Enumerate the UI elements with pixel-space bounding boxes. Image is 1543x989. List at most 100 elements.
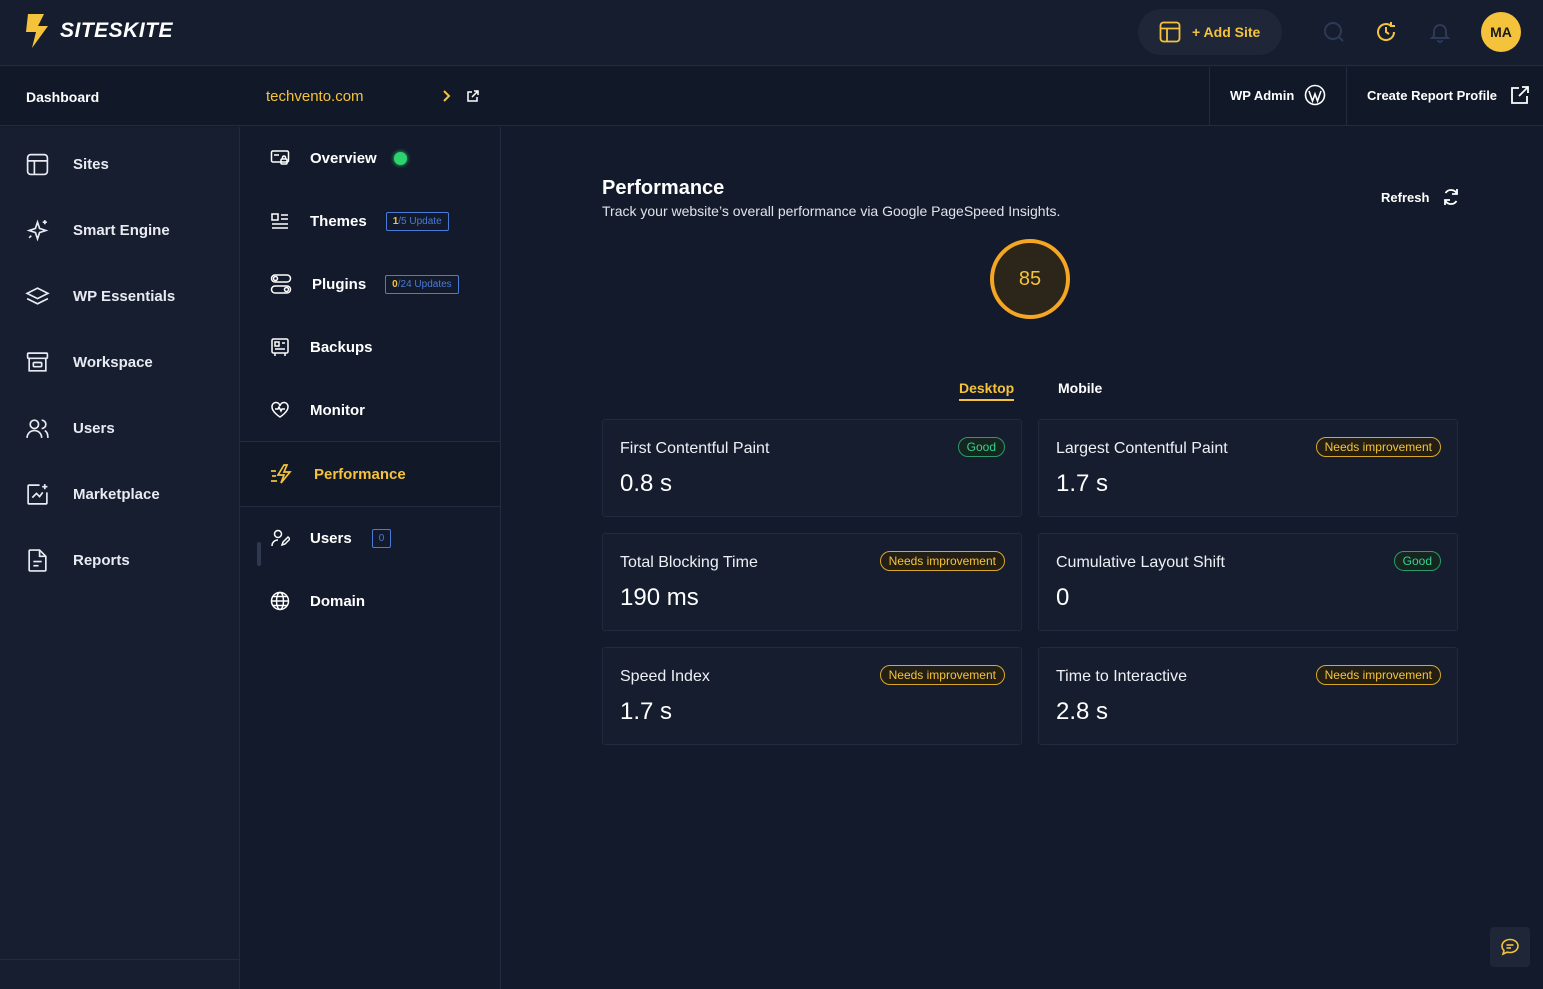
sidebar-item-label: Marketplace	[73, 485, 160, 503]
metric-value: 190 ms	[620, 584, 699, 611]
subnav-item-performance[interactable]: Performance	[240, 441, 500, 507]
count-badge: 0	[371, 528, 392, 548]
performance-panel: Performance Track your website’s overall…	[501, 127, 1543, 989]
sidebar-item-sites[interactable]: Sites	[0, 139, 239, 189]
refresh-label: Refresh	[1381, 189, 1430, 205]
metric-name: Cumulative Layout Shift	[1056, 554, 1225, 571]
sidebar-item-users[interactable]: Users	[0, 403, 239, 453]
subnav-label: Domain	[310, 592, 366, 610]
add-site-label: + Add Site	[1192, 24, 1261, 40]
refresh-button[interactable]: Refresh	[1381, 187, 1461, 207]
metric-value: 1.7 s	[620, 698, 673, 725]
toggle-icon	[270, 274, 292, 294]
main-sidebar: Sites Smart Engine WP Essentials Workspa…	[0, 127, 240, 989]
metric-name: Time to Interactive	[1056, 668, 1188, 685]
add-site-button[interactable]: + Add Site	[1138, 9, 1282, 55]
sidebar-item-smart-engine[interactable]: Smart Engine	[0, 205, 239, 255]
status-badge: Needs improvement	[879, 665, 1005, 685]
divider	[1346, 67, 1347, 126]
bell-icon[interactable]	[1428, 20, 1452, 44]
marketplace-icon	[27, 483, 48, 505]
top-bar: SITESKITE + Add Site MA	[0, 0, 1543, 66]
subnav-label: Plugins	[312, 275, 367, 293]
users-icon	[26, 418, 49, 438]
sidebar-item-label: Sites	[73, 155, 109, 173]
globe-icon	[270, 591, 290, 611]
report-icon	[28, 548, 47, 572]
metric-name: Total Blocking Time	[620, 554, 758, 571]
sidebar-item-label: Users	[73, 419, 115, 437]
dashboard-lock-icon	[270, 150, 290, 165]
layers-icon	[25, 286, 50, 305]
layout-icon	[26, 153, 49, 175]
layout-icon	[1159, 21, 1181, 43]
sparkle-icon	[26, 219, 49, 241]
metric-name: Speed Index	[620, 668, 710, 685]
divider	[0, 959, 239, 960]
chat-icon	[1501, 938, 1519, 956]
tab-desktop[interactable]: Desktop	[959, 380, 1015, 401]
metric-value: 0	[1056, 584, 1070, 611]
site-name[interactable]: techvento.com	[266, 88, 364, 105]
metric-card: Time to Interactive 2.8 s Needs improvem…	[1038, 647, 1458, 745]
sidebar-item-label: Smart Engine	[73, 221, 170, 239]
brand-name: SITESKITE	[60, 19, 174, 42]
status-badge: Needs improvement	[1315, 437, 1441, 457]
subnav-item-domain[interactable]: Domain	[240, 576, 500, 626]
subnav-item-users[interactable]: Users 0	[240, 513, 500, 563]
site-subnav: Overview Themes 1/5 Update Plugins 0/24 …	[240, 127, 501, 989]
search-icon[interactable]	[1322, 20, 1346, 44]
update-badge: 1/5 Update	[385, 211, 449, 231]
lightning-speed-icon	[271, 464, 292, 484]
dashboard-link[interactable]: Dashboard	[26, 89, 100, 105]
update-badge: 0/24 Updates	[385, 274, 459, 294]
scrollbar-handle[interactable]	[257, 542, 261, 566]
page-subtitle: Track your website’s overall performance…	[602, 203, 1061, 219]
subnav-item-plugins[interactable]: Plugins 0/24 Updates	[240, 259, 500, 309]
status-badge: Needs improvement	[879, 551, 1005, 571]
status-dot	[393, 151, 407, 165]
history-icon[interactable]	[1374, 20, 1398, 44]
subnav-label: Monitor	[310, 401, 365, 419]
subnav-item-overview[interactable]: Overview	[240, 133, 500, 183]
backup-icon	[271, 338, 289, 356]
sidebar-item-reports[interactable]: Reports	[0, 535, 239, 585]
subnav-label: Themes	[310, 212, 367, 230]
sidebar-item-label: WP Essentials	[73, 287, 176, 305]
subnav-label: Performance	[314, 465, 406, 483]
metric-value: 2.8 s	[1056, 698, 1109, 725]
subnav-label: Overview	[310, 149, 377, 167]
page-title: Performance	[602, 177, 725, 199]
heart-pulse-icon	[271, 401, 289, 418]
metric-card: First Contentful Paint 0.8 s Good	[602, 419, 1022, 517]
sidebar-item-label: Workspace	[73, 353, 153, 371]
wordpress-icon	[1304, 84, 1326, 106]
sidebar-item-marketplace[interactable]: Marketplace	[0, 469, 239, 519]
lightning-logo-icon	[26, 14, 48, 48]
sidebar-item-workspace[interactable]: Workspace	[0, 337, 239, 387]
user-avatar[interactable]: MA	[1481, 12, 1521, 52]
wp-admin-label: WP Admin	[1230, 87, 1295, 103]
metric-card: Speed Index 1.7 s Needs improvement	[602, 647, 1022, 745]
tab-mobile[interactable]: Mobile	[1058, 380, 1103, 396]
wp-admin-button[interactable]: WP Admin	[1230, 84, 1326, 106]
chat-button[interactable]	[1490, 927, 1530, 967]
subnav-item-themes[interactable]: Themes 1/5 Update	[240, 196, 500, 246]
chevron-right-icon[interactable]	[439, 89, 453, 103]
subnav-item-monitor[interactable]: Monitor	[240, 385, 500, 435]
metric-card: Largest Contentful Paint 1.7 s Needs imp…	[1038, 419, 1458, 517]
status-badge: Needs improvement	[1315, 665, 1441, 685]
refresh-icon	[1444, 189, 1459, 205]
user-edit-icon	[271, 529, 290, 547]
external-link-icon	[1511, 86, 1529, 104]
create-report-profile-button[interactable]: Create Report Profile	[1367, 84, 1531, 106]
sidebar-item-wp-essentials[interactable]: WP Essentials	[0, 271, 239, 321]
brand-logo[interactable]: SITESKITE	[22, 12, 173, 50]
subnav-label: Users	[310, 529, 352, 547]
status-badge: Good	[1393, 551, 1441, 571]
metric-name: Largest Contentful Paint	[1056, 440, 1228, 457]
status-badge: Good	[957, 437, 1005, 457]
subnav-item-backups[interactable]: Backups	[240, 322, 500, 372]
performance-score: 85	[990, 239, 1070, 319]
external-link-icon[interactable]	[466, 89, 480, 103]
